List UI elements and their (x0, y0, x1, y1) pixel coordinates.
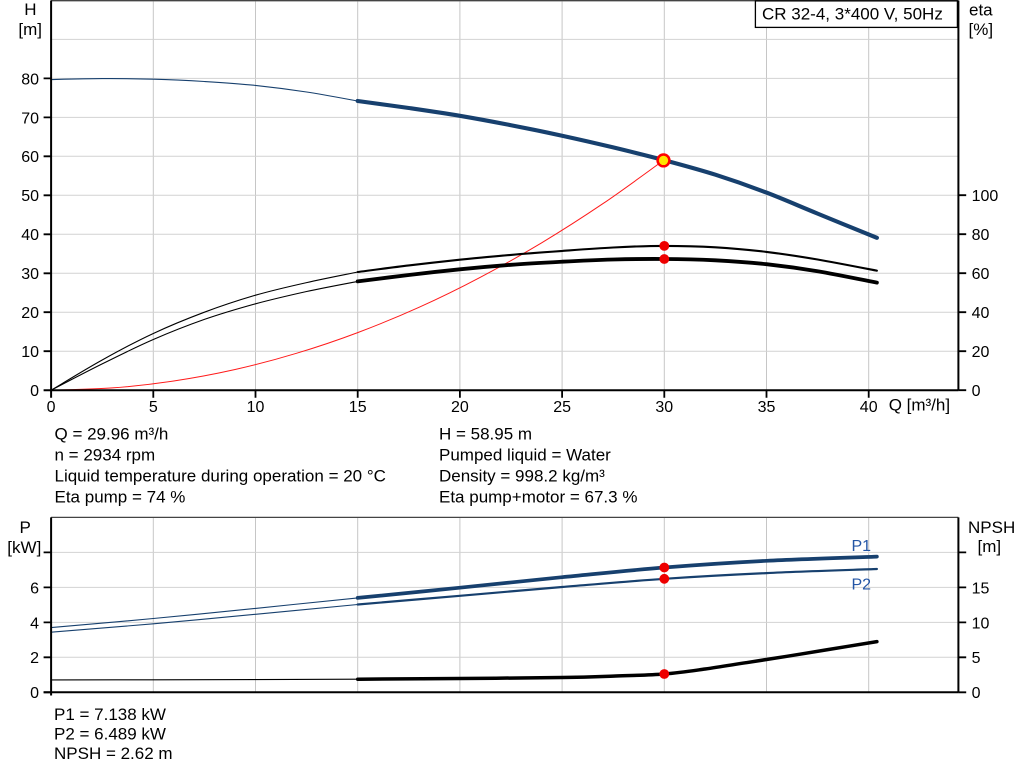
svg-text:80: 80 (21, 71, 39, 88)
svg-text:P2 = 6.489 kW: P2 = 6.489 kW (54, 724, 166, 743)
svg-text:10: 10 (972, 615, 990, 632)
svg-text:0: 0 (30, 383, 39, 400)
svg-text:[m]: [m] (977, 537, 1001, 556)
svg-text:40: 40 (972, 305, 990, 322)
svg-text:40: 40 (21, 227, 39, 244)
svg-text:30: 30 (655, 399, 673, 416)
svg-text:P2: P2 (852, 577, 872, 594)
svg-text:NPSH = 2.62 m: NPSH = 2.62 m (54, 744, 173, 763)
svg-text:70: 70 (21, 110, 39, 127)
svg-text:[%]: [%] (969, 20, 994, 39)
svg-text:6: 6 (30, 580, 39, 597)
svg-text:5: 5 (972, 650, 981, 667)
svg-text:100: 100 (972, 188, 999, 205)
svg-text:Eta pump = 74 %: Eta pump = 74 % (55, 488, 186, 507)
svg-text:60: 60 (21, 149, 39, 166)
svg-text:30: 30 (21, 266, 39, 283)
svg-text:60: 60 (972, 266, 990, 283)
svg-text:80: 80 (972, 227, 990, 244)
svg-text:4: 4 (30, 615, 39, 632)
svg-text:10: 10 (21, 344, 39, 361)
svg-text:40: 40 (860, 399, 878, 416)
svg-text:0: 0 (972, 685, 981, 702)
svg-text:50: 50 (21, 188, 39, 205)
svg-text:H: H (24, 0, 36, 19)
svg-text:Q = 29.96 m³/h: Q = 29.96 m³/h (55, 425, 169, 444)
svg-text:35: 35 (758, 399, 776, 416)
svg-text:15: 15 (972, 580, 990, 597)
svg-text:0: 0 (47, 399, 56, 416)
svg-text:Q [m³/h]: Q [m³/h] (889, 396, 950, 415)
svg-text:20: 20 (451, 399, 469, 416)
svg-text:20: 20 (21, 305, 39, 322)
svg-text:Liquid temperature during oper: Liquid temperature during operation = 20… (55, 467, 386, 486)
svg-text:[m]: [m] (18, 20, 42, 39)
svg-text:P: P (20, 518, 31, 537)
svg-text:n = 2934 rpm: n = 2934 rpm (55, 446, 156, 465)
svg-text:0: 0 (972, 383, 981, 400)
svg-text:NPSH: NPSH (968, 518, 1015, 537)
svg-text:[kW]: [kW] (7, 538, 41, 557)
svg-text:Eta pump+motor = 67.3 %: Eta pump+motor = 67.3 % (439, 488, 637, 507)
svg-text:2: 2 (30, 650, 39, 667)
svg-text:0: 0 (30, 685, 39, 702)
svg-text:CR 32-4, 3*400 V, 50Hz: CR 32-4, 3*400 V, 50Hz (762, 4, 943, 23)
svg-text:Pumped liquid = Water: Pumped liquid = Water (439, 446, 611, 465)
svg-text:5: 5 (149, 399, 158, 416)
svg-text:P1 = 7.138 kW: P1 = 7.138 kW (54, 705, 166, 724)
svg-text:Density = 998.2 kg/m³: Density = 998.2 kg/m³ (439, 467, 605, 486)
svg-text:P1: P1 (852, 538, 872, 555)
svg-text:eta: eta (969, 0, 993, 19)
svg-text:H = 58.95 m: H = 58.95 m (439, 425, 532, 444)
svg-text:10: 10 (247, 399, 265, 416)
svg-text:20: 20 (972, 344, 990, 361)
svg-text:15: 15 (349, 399, 367, 416)
svg-text:25: 25 (553, 399, 571, 416)
